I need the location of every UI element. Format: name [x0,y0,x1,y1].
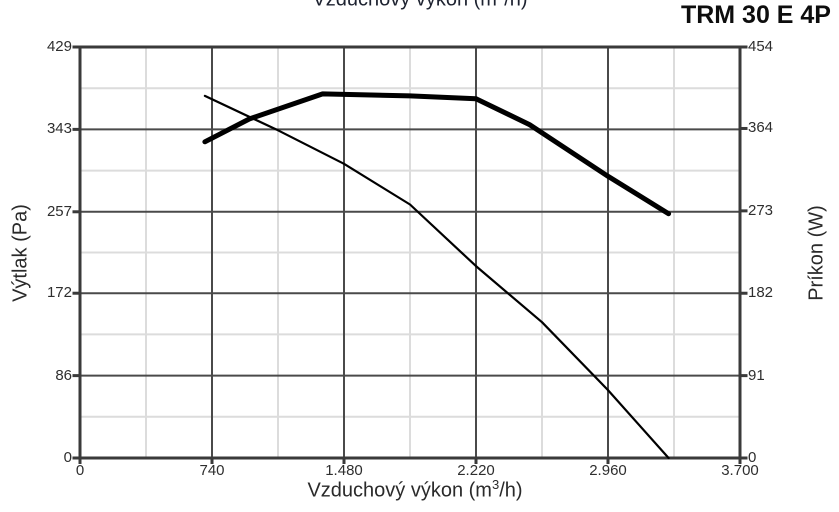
x-axis-tick-label: 1.480 [325,462,363,479]
x-axis-tick-label: 3.700 [721,462,759,479]
y-axis-tick-label-right: 273 [748,201,774,219]
x-axis-title-sup: 3 [491,477,500,492]
cropped-axis-label-sup: 3 [497,0,504,1]
cropped-axis-label-text: Vzduchový výkon (m [312,0,497,11]
x-axis-tick-label: 2.220 [457,462,495,479]
y-axis-tick-label-right: 454 [748,38,774,55]
axis-frame [78,45,742,460]
x-axis-tick-label: 740 [199,462,225,479]
y-axis-tick-label-right: 364 [748,119,774,137]
y-axis-tick-label-left: 257 [46,202,72,220]
x-axis-tick-label: 2.960 [589,462,627,479]
power-curve [203,94,670,460]
y-axis-tick-label-left: 429 [46,38,72,55]
y-axis-tick-label-right: 0 [748,449,757,466]
cropped-axis-label-suffix: /h) [504,0,527,11]
x-axis-tick-label: 0 [75,462,85,479]
y-axis-tick-label-left: 86 [55,366,72,384]
cropped-axis-label-top: Vzduchový výkon (m3/h) [312,0,527,12]
x-axis-title-text: Vzduchový výkon (m [307,479,492,502]
y-axis-tick-label-right: 91 [748,366,765,384]
y-axis-tick-label-right: 182 [748,284,774,302]
y-axis-tick-label-left: 0 [63,449,72,466]
y-axis-tick-label-left: 172 [46,284,72,302]
x-axis-title: Vzduchový výkon (m3/h) [307,477,522,503]
y-axis-tick-label-left: 343 [46,120,72,138]
x-axis-title-suffix: /h) [499,479,523,502]
page-title: TRM 30 E 4P [680,1,831,29]
pressure-curve [202,91,672,217]
